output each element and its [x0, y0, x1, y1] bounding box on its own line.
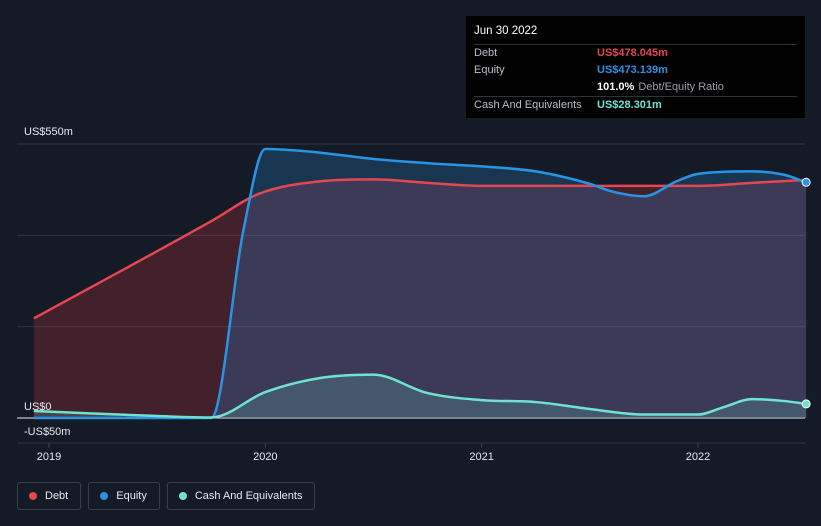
tooltip-ratio-value: 101.0%	[597, 81, 635, 93]
tooltip-debt-value: US$478.045m	[597, 47, 668, 59]
legend-label-cash: Cash And Equivalents	[194, 490, 303, 502]
x-tick-label-2019: 2019	[37, 451, 61, 463]
tooltip-cash-row: Cash And Equivalents US$28.301m	[474, 96, 797, 114]
x-tick-label-2022: 2022	[686, 451, 710, 463]
area-debt	[33, 179, 807, 418]
tooltip-date: Jun 30 2022	[474, 25, 538, 37]
legend-dot-equity	[100, 492, 109, 500]
endpoint-equity	[801, 177, 811, 187]
line-cash-and-equivalents	[33, 373, 807, 419]
tooltip-ratio-row: 101.0% Debt/Equity Ratio	[474, 79, 797, 96]
line-debt	[33, 178, 807, 320]
tooltip-debt-row: Debt US$478.045m	[474, 44, 797, 62]
legend-label-equity: Equity	[116, 490, 147, 502]
tooltip-cash-label: Cash And Equivalents	[474, 99, 582, 111]
tooltip-equity-value: US$473.139m	[597, 64, 668, 76]
legend-dot-debt	[29, 492, 37, 500]
series-areas	[33, 148, 807, 419]
legend-label-debt: Debt	[45, 490, 69, 502]
x-axis-ticks: 2019 2020 2021 2022	[37, 443, 710, 463]
area-cash-and-equivalents	[33, 374, 807, 418]
tooltip-debt-label: Debt	[474, 47, 498, 59]
line-equity	[33, 147, 807, 420]
tooltip-ratio-label: Debt/Equity Ratio	[638, 81, 724, 93]
data-tooltip: Jun 30 2022 Debt US$478.045m Equity US$4…	[466, 16, 805, 118]
legend-item-equity[interactable]: Equity	[88, 482, 160, 510]
legend-dot-cash	[178, 492, 187, 500]
tooltip-equity-row: Equity US$473.139m	[474, 62, 797, 79]
x-tick-label-2021: 2021	[469, 451, 493, 463]
endpoint-cash-and-equivalents	[801, 399, 811, 409]
legend-item-cash[interactable]: Cash And Equivalents	[166, 482, 316, 510]
chart-legend: Debt Equity Cash And Equivalents	[17, 482, 316, 510]
y-axis-zero-label: US$0	[24, 401, 52, 413]
legend-item-debt[interactable]: Debt	[17, 482, 82, 510]
y-axis-bottom-label: -US$50m	[24, 426, 70, 438]
series-endpoints	[801, 177, 811, 409]
series-lines	[33, 147, 807, 420]
tooltip-cash-value: US$28.301m	[597, 99, 662, 111]
y-axis-top-label: US$550m	[24, 126, 73, 138]
tooltip-equity-label: Equity	[474, 64, 505, 76]
x-tick-label-2020: 2020	[253, 451, 277, 463]
